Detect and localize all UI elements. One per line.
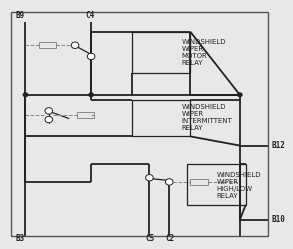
Circle shape: [71, 42, 79, 49]
Circle shape: [87, 53, 95, 60]
Bar: [132, 101, 190, 136]
Text: B10: B10: [272, 215, 286, 224]
Bar: [39, 42, 56, 48]
Circle shape: [166, 179, 173, 185]
Circle shape: [146, 175, 153, 181]
Circle shape: [45, 116, 53, 123]
Text: B9: B9: [15, 11, 25, 20]
Bar: [76, 112, 94, 118]
Text: B12: B12: [272, 141, 286, 150]
Circle shape: [88, 92, 94, 97]
Bar: [132, 32, 190, 72]
Circle shape: [237, 92, 243, 97]
Text: WINDSHIELD
WIPER
MOTOR
RELAY: WINDSHIELD WIPER MOTOR RELAY: [181, 39, 226, 66]
Text: C5: C5: [145, 234, 154, 243]
Text: C4: C4: [85, 11, 95, 20]
Text: B3: B3: [15, 234, 25, 243]
Bar: [11, 12, 268, 236]
Bar: [187, 164, 246, 205]
Text: C2: C2: [166, 234, 175, 243]
Text: WINDSHIELD
WIPER
INTERMITTENT
RELAY: WINDSHIELD WIPER INTERMITTENT RELAY: [181, 104, 232, 130]
Text: WINDSHIELD
WIPER
HIGH/LOW
RELAY: WINDSHIELD WIPER HIGH/LOW RELAY: [217, 172, 261, 199]
Circle shape: [23, 92, 28, 97]
Circle shape: [45, 108, 53, 114]
Bar: [190, 179, 208, 185]
